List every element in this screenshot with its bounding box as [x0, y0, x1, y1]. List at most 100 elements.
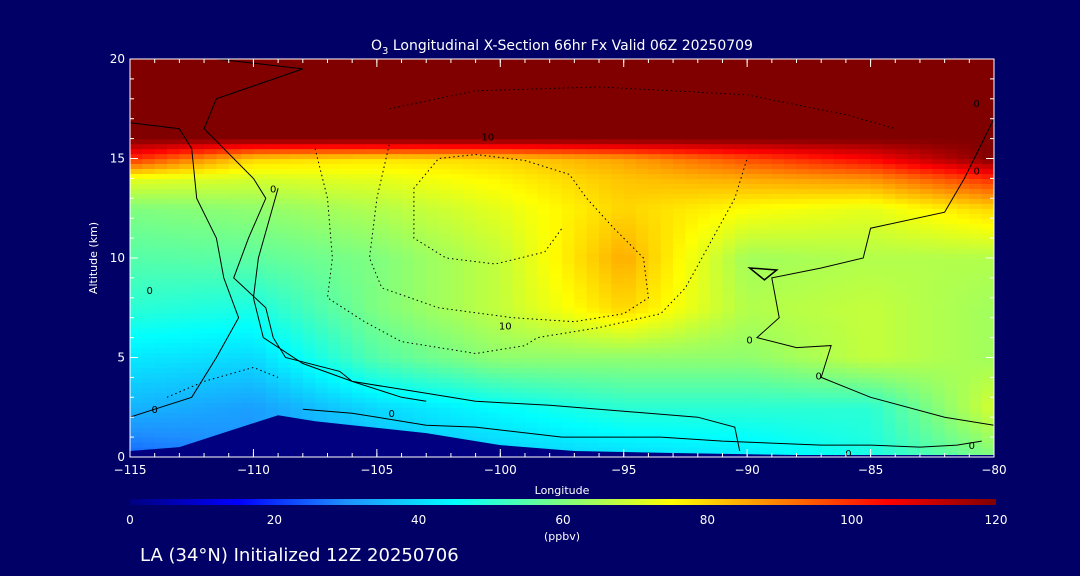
heatmap-cell [685, 412, 699, 418]
heatmap-cell [302, 347, 316, 354]
heatmap-cell [956, 392, 970, 398]
heatmap-cell [771, 282, 785, 289]
heatmap-cell [302, 168, 316, 175]
heatmap-cell [586, 397, 600, 403]
heatmap-cell [722, 113, 736, 120]
heatmap-cell [648, 282, 662, 289]
heatmap-cell [167, 178, 180, 184]
heatmap-cell [167, 203, 180, 209]
heatmap-cell [339, 307, 353, 314]
heatmap-cell [524, 412, 538, 418]
heatmap-cell [599, 148, 612, 155]
heatmap-cell [154, 407, 168, 413]
heatmap-cell [858, 287, 872, 294]
heatmap-cell [747, 118, 761, 125]
heatmap-cell [759, 163, 773, 170]
heatmap-cell [339, 292, 353, 299]
heatmap-cell [302, 118, 316, 125]
heatmap-cell [821, 272, 835, 279]
heatmap-cell [463, 148, 477, 155]
heatmap-cell [673, 238, 687, 244]
heatmap-cell [512, 238, 526, 244]
heatmap-cell [500, 347, 514, 354]
heatmap-cell [130, 118, 143, 125]
heatmap-cell [660, 258, 674, 264]
heatmap-cell [154, 168, 168, 175]
heatmap-cell [722, 213, 736, 219]
heatmap-cell [241, 327, 255, 334]
heatmap-cell [845, 382, 859, 388]
heatmap-cell [895, 123, 909, 130]
heatmap-cell [438, 208, 452, 214]
heatmap-cell [623, 402, 637, 408]
heatmap-cell [833, 287, 847, 294]
heatmap-cell [401, 148, 415, 155]
heatmap-cell [154, 153, 168, 160]
heatmap-cell [969, 243, 983, 249]
heatmap-cell [167, 148, 180, 155]
heatmap-cell [858, 377, 872, 383]
heatmap-cell [191, 208, 205, 214]
heatmap-cell [364, 337, 378, 344]
heatmap-cell [697, 233, 711, 239]
heatmap-cell [586, 282, 600, 289]
heatmap-cell [882, 193, 896, 199]
heatmap-cell [463, 342, 477, 349]
heatmap-cell [882, 352, 896, 359]
heatmap-cell [882, 442, 896, 448]
heatmap-cell [376, 128, 390, 135]
heatmap-cell [586, 332, 600, 339]
heatmap-cell [463, 248, 477, 254]
heatmap-cell [882, 332, 896, 339]
heatmap-cell [660, 173, 674, 180]
heatmap-cell [241, 208, 255, 214]
heatmap-cell [623, 407, 637, 413]
heatmap-cell [710, 118, 724, 125]
heatmap-cell [487, 243, 501, 249]
heatmap-cell [302, 307, 316, 314]
heatmap-cell [648, 332, 662, 339]
heatmap-cell [969, 103, 983, 110]
heatmap-cell [586, 317, 600, 324]
heatmap-cell [759, 143, 773, 150]
heatmap-cell [870, 382, 884, 388]
heatmap-cell [401, 407, 415, 413]
heatmap-cell [771, 128, 785, 135]
heatmap-cell [228, 322, 242, 329]
heatmap-cell [586, 337, 600, 344]
heatmap-cell [216, 138, 230, 145]
heatmap-cell [574, 223, 588, 229]
heatmap-cell [426, 248, 440, 254]
heatmap-cell [673, 198, 687, 204]
heatmap-cell [315, 158, 329, 165]
heatmap-cell [882, 297, 896, 304]
heatmap-cell [969, 322, 983, 329]
heatmap-cell [710, 412, 724, 418]
heatmap-cell [919, 238, 933, 244]
heatmap-cell [747, 103, 761, 110]
heatmap-cell [376, 183, 390, 189]
heatmap-cell [833, 272, 847, 279]
heatmap-cell [450, 427, 464, 433]
heatmap-cell [302, 193, 316, 199]
heatmap-cell [167, 262, 180, 269]
heatmap-cell [734, 372, 748, 378]
heatmap-cell [537, 188, 551, 194]
heatmap-cell [969, 327, 983, 334]
heatmap-cell [734, 203, 748, 209]
heatmap-cell [623, 128, 637, 135]
heatmap-cell [167, 342, 180, 349]
heatmap-cell [599, 352, 612, 359]
heatmap-cell [611, 173, 625, 180]
heatmap-cell [845, 302, 859, 309]
heatmap-cell [500, 258, 514, 264]
heatmap-cell [537, 362, 551, 369]
heatmap-cell [315, 292, 329, 299]
heatmap-cell [130, 128, 143, 135]
heatmap-cell [179, 277, 193, 284]
heatmap-cell [710, 322, 724, 329]
heatmap-cell [512, 352, 526, 359]
heatmap-cell [685, 103, 699, 110]
heatmap-cell [191, 297, 205, 304]
heatmap-cell [549, 367, 563, 374]
